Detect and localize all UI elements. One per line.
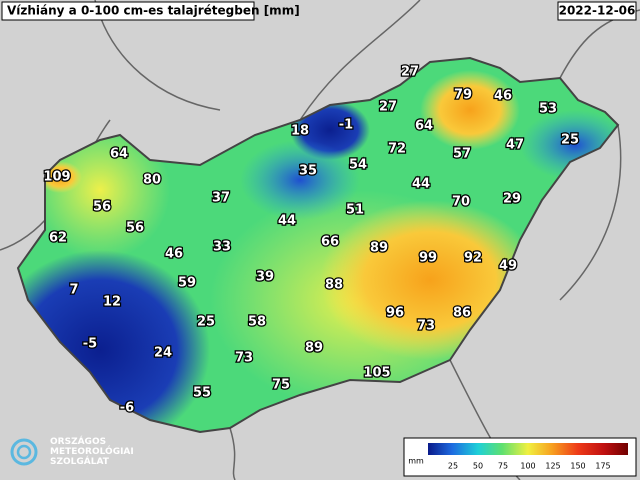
title-box <box>1 1 255 21</box>
legend-tick: 125 <box>545 462 560 471</box>
station-value: 44 <box>278 214 296 229</box>
station-value: 18 <box>291 124 309 139</box>
station-value: 39 <box>256 270 274 285</box>
station-value: 25 <box>561 133 579 148</box>
station-value: 58 <box>248 315 266 330</box>
colorbar <box>428 443 628 455</box>
station-value: 46 <box>165 247 183 262</box>
station-value: 27 <box>401 65 419 80</box>
station-value: 46 <box>494 89 512 104</box>
title: Vízhiány a 0-100 cm-es talajrétegben [mm… <box>7 4 300 18</box>
station-value: 105 <box>363 366 390 381</box>
station-value: 51 <box>346 203 364 218</box>
logo-text: SZOLGÁLAT <box>50 455 110 467</box>
station-value: 47 <box>506 138 524 153</box>
date: 2022-12-06 <box>559 4 636 18</box>
legend-tick: 175 <box>595 462 610 471</box>
station-value: 25 <box>197 315 215 330</box>
legend-tick: 75 <box>498 462 508 471</box>
station-value: 27 <box>379 100 397 115</box>
station-value: 54 <box>349 158 367 173</box>
station-value: 57 <box>453 147 471 162</box>
station-value: 37 <box>212 191 230 206</box>
station-value: -6 <box>120 401 134 416</box>
legend-tick: 100 <box>520 462 535 471</box>
legend-unit: mm <box>408 457 424 466</box>
station-value: 109 <box>43 170 70 185</box>
station-value: 73 <box>417 319 435 334</box>
station-value: 35 <box>299 164 317 179</box>
station-value: -1 <box>339 118 353 133</box>
station-value: 86 <box>453 306 471 321</box>
station-value: 79 <box>454 88 472 103</box>
date-box <box>557 1 637 21</box>
station-value: 24 <box>154 346 172 361</box>
station-value: 99 <box>419 251 437 266</box>
station-value: 59 <box>178 276 196 291</box>
station-value: 96 <box>386 306 404 321</box>
station-value: 56 <box>126 221 144 236</box>
station-value: 29 <box>503 192 521 207</box>
station-value: 88 <box>325 278 343 293</box>
station-value: 70 <box>452 195 470 210</box>
legend-tick: 50 <box>473 462 483 471</box>
country-border <box>16 56 620 434</box>
legend-tick: 150 <box>570 462 585 471</box>
station-value: 49 <box>499 259 517 274</box>
station-value: 80 <box>143 173 161 188</box>
station-value: 12 <box>103 295 121 310</box>
station-value: 73 <box>235 351 253 366</box>
station-value: 53 <box>539 102 557 117</box>
station-value: 64 <box>415 119 433 134</box>
station-value: 33 <box>213 240 231 255</box>
logo-text: METEOROLÓGIAI <box>50 445 134 457</box>
station-value: 89 <box>305 341 323 356</box>
station-value: 56 <box>93 200 111 215</box>
station-value: 92 <box>464 251 482 266</box>
station-value: 7 <box>69 283 78 298</box>
station-value: 44 <box>412 177 430 192</box>
logo-text: ORSZÁGOS <box>50 435 106 447</box>
station-value: 55 <box>193 386 211 401</box>
logo <box>10 438 38 466</box>
station-value: 64 <box>110 147 128 162</box>
station-value: 75 <box>272 378 290 393</box>
station-value: 72 <box>388 142 406 157</box>
station-value: 89 <box>370 241 388 256</box>
station-value: 62 <box>49 231 67 246</box>
legend-tick: 25 <box>448 462 458 471</box>
station-value: -5 <box>83 337 97 352</box>
station-value: 66 <box>321 235 339 250</box>
